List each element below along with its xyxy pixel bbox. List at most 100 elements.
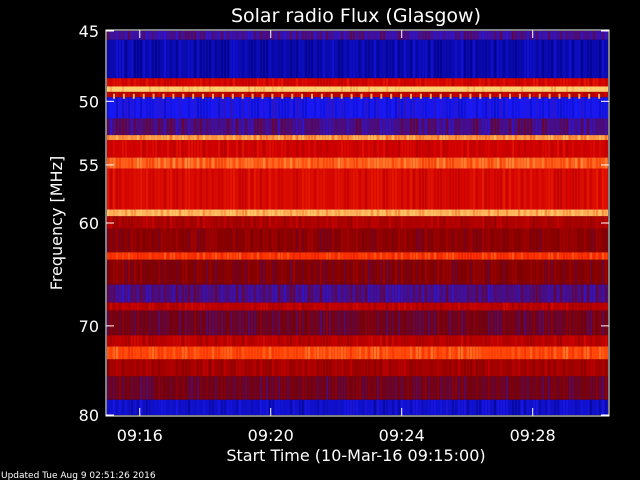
texture-streak [605, 228, 607, 253]
texture-streak [509, 39, 511, 79]
texture-streak [479, 97, 481, 119]
texture-streak [581, 252, 583, 260]
texture-streak [209, 39, 211, 79]
texture-streak [395, 140, 397, 158]
texture-streak [113, 168, 115, 210]
texture-streak [410, 346, 412, 360]
texture-streak [590, 259, 592, 285]
texture-streak [404, 259, 406, 285]
texture-streak [299, 346, 301, 360]
texture-streak [233, 335, 235, 347]
texture-streak [461, 118, 463, 136]
texture-streak [224, 97, 226, 119]
texture-streak [278, 216, 280, 229]
texture-streak [137, 228, 139, 253]
texture-streak [227, 140, 229, 158]
interference-dot [588, 93, 591, 99]
texture-streak [323, 376, 325, 400]
texture-streak [197, 346, 199, 360]
texture-streak [569, 399, 571, 415]
texture-streak [161, 302, 163, 311]
texture-streak [491, 209, 493, 217]
texture-streak [263, 252, 265, 260]
texture-streak [578, 302, 580, 311]
texture-streak [356, 39, 358, 79]
texture-streak [482, 118, 484, 136]
texture-streak [335, 376, 337, 400]
texture-streak [341, 157, 343, 169]
band-texture [107, 310, 607, 336]
texture-streak [260, 86, 262, 92]
texture-streak [497, 78, 499, 87]
texture-streak [593, 140, 595, 158]
texture-streak [308, 209, 310, 217]
texture-streak [221, 78, 223, 87]
texture-streak [551, 310, 553, 336]
texture-streak [173, 140, 175, 158]
texture-streak [161, 259, 163, 285]
texture-streak [497, 140, 499, 158]
texture-streak [419, 302, 421, 311]
texture-streak [272, 31, 274, 40]
texture-streak [347, 39, 349, 79]
texture-streak [122, 209, 124, 217]
texture-streak [290, 216, 292, 229]
texture-streak [599, 310, 601, 336]
texture-streak [464, 135, 466, 141]
texture-streak [500, 252, 502, 260]
texture-streak [473, 78, 475, 87]
texture-streak [338, 310, 340, 336]
texture-streak [212, 97, 214, 119]
texture-streak [446, 259, 448, 285]
texture-streak [572, 157, 574, 169]
texture-streak [317, 252, 319, 260]
texture-streak [263, 31, 265, 40]
texture-streak [407, 97, 409, 119]
texture-streak [467, 310, 469, 336]
texture-streak [164, 97, 166, 119]
texture-streak [200, 399, 202, 415]
texture-streak [554, 228, 556, 253]
texture-streak [368, 228, 370, 253]
texture-streak [392, 302, 394, 311]
texture-streak [401, 118, 403, 136]
texture-streak [275, 31, 277, 40]
texture-streak [530, 252, 532, 260]
texture-streak [266, 399, 268, 415]
texture-streak [572, 140, 574, 158]
texture-streak [503, 259, 505, 285]
texture-streak [437, 78, 439, 87]
texture-streak [326, 228, 328, 253]
texture-streak [251, 259, 253, 285]
texture-streak [149, 97, 151, 119]
texture-streak [212, 376, 214, 400]
interference-dot [340, 93, 343, 99]
texture-streak [398, 228, 400, 253]
texture-streak [110, 302, 112, 311]
texture-streak [554, 376, 556, 400]
texture-streak [539, 259, 541, 285]
texture-streak [113, 209, 115, 217]
texture-streak [272, 346, 274, 360]
texture-streak [554, 259, 556, 285]
texture-streak [170, 310, 172, 336]
texture-streak [107, 91, 109, 98]
texture-streak [461, 284, 463, 303]
texture-streak [467, 157, 469, 169]
texture-streak [347, 310, 349, 336]
texture-streak [455, 399, 457, 415]
texture-streak [338, 86, 340, 92]
texture-streak [455, 91, 457, 98]
texture-streak [209, 31, 211, 40]
texture-streak [248, 140, 250, 158]
texture-streak [464, 228, 466, 253]
texture-streak [404, 399, 406, 415]
texture-streak [248, 252, 250, 260]
texture-streak [494, 399, 496, 415]
texture-streak [488, 252, 490, 260]
texture-streak [587, 97, 589, 119]
texture-streak [116, 359, 118, 377]
texture-streak [113, 284, 115, 303]
texture-streak [266, 140, 268, 158]
texture-streak [287, 376, 289, 400]
